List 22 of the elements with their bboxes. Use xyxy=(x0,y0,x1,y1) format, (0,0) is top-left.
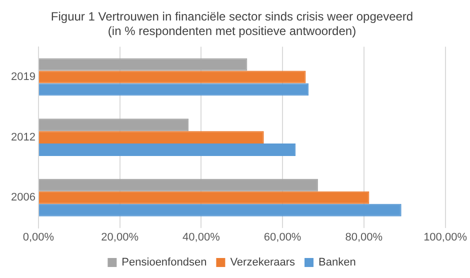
bar xyxy=(38,118,189,132)
bar xyxy=(38,83,309,96)
chart-title: Figuur 1 Vertrouwen in financiële sector sinds crisis weer opgeveerd (in % respondenten met positieve antwoorden) xyxy=(50,10,414,38)
y-tick-label: 2012 xyxy=(10,131,36,144)
bar xyxy=(38,58,248,71)
x-tick-label: 20,00% xyxy=(101,231,139,244)
y-tick-label: 2019 xyxy=(10,71,36,83)
bar xyxy=(38,131,264,144)
legend-label: Verzekeraars xyxy=(230,256,296,269)
legend-label: Banken xyxy=(318,256,356,269)
x-tick-label: 80,00% xyxy=(345,231,383,244)
bar xyxy=(38,191,370,204)
bar xyxy=(38,70,306,84)
x-tick-label: 0,00% xyxy=(22,231,54,244)
legend-label: Pensioenfondsen xyxy=(122,256,207,269)
bar xyxy=(38,144,296,156)
x-tick-label: 40,00% xyxy=(182,231,220,244)
y-tick-label: 2006 xyxy=(10,192,36,204)
bar xyxy=(38,204,402,216)
bar xyxy=(38,178,318,192)
x-tick-label: 100,00% xyxy=(424,231,468,244)
x-tick-label: 60,00% xyxy=(264,231,302,244)
